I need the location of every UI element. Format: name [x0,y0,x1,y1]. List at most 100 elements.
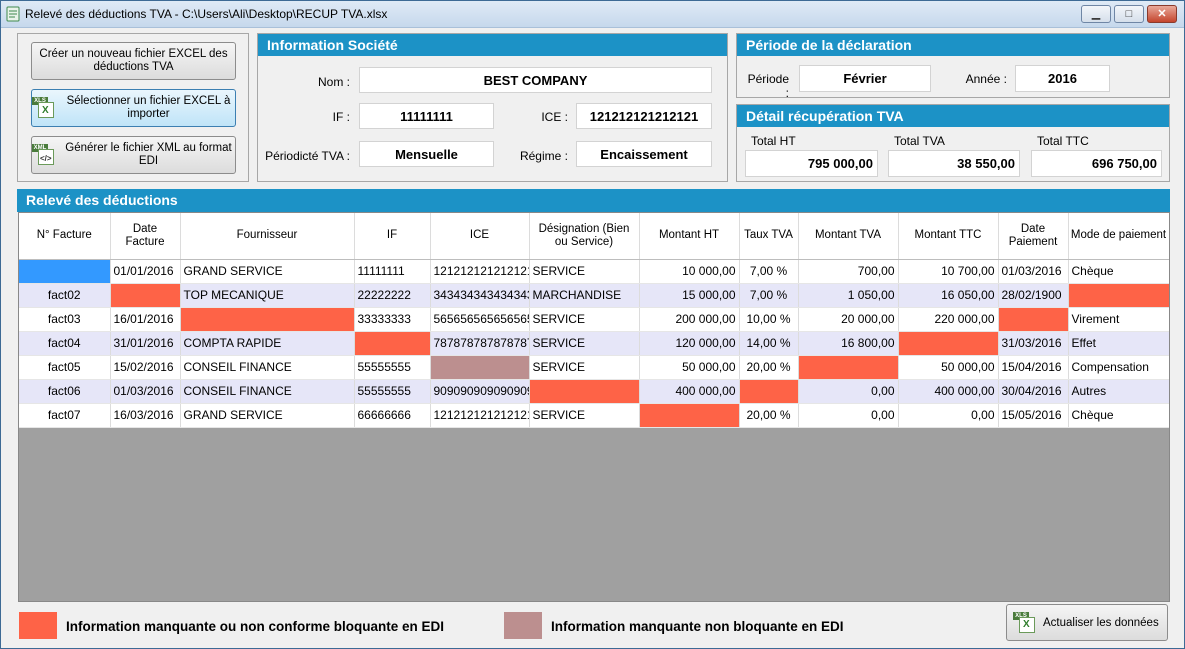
column-header[interactable]: Montant TVA [798,213,899,260]
table-cell[interactable]: 20,00 % [739,355,799,380]
table-cell[interactable]: 565656565656565 [430,307,530,332]
table-cell[interactable] [430,355,530,380]
table-cell[interactable]: fact02 [19,283,111,308]
minimize-button[interactable]: ▁ [1081,5,1111,23]
table-cell[interactable]: 15/02/2016 [110,355,181,380]
table-cell[interactable]: 7,00 % [739,283,799,308]
table-cell[interactable]: GRAND SERVICE [180,259,355,284]
table-cell[interactable] [739,379,799,404]
table-cell[interactable]: 20 000,00 [798,307,899,332]
table-cell[interactable]: 20,00 % [739,403,799,428]
table-cell[interactable]: Effet [1068,331,1169,356]
table-cell[interactable] [998,307,1069,332]
table-cell[interactable]: 787878787878787 [430,331,530,356]
table-cell[interactable]: 121212121212121 [430,259,530,284]
column-header[interactable]: ICE [430,213,530,260]
table-cell[interactable]: SERVICE [529,403,640,428]
table-cell[interactable]: 50 000,00 [639,355,740,380]
regime-field[interactable]: Encaissement [576,141,712,167]
table-cell[interactable]: MARCHANDISE [529,283,640,308]
table-cell[interactable]: fact06 [19,379,111,404]
table-cell[interactable]: SERVICE [529,355,640,380]
annee-field[interactable]: 2016 [1015,65,1110,92]
table-cell[interactable] [639,403,740,428]
periodicite-field[interactable]: Mensuelle [359,141,494,167]
table-cell[interactable]: 30/04/2016 [998,379,1069,404]
table-cell[interactable]: 16 800,00 [798,331,899,356]
table-cell[interactable]: 28/02/1900 [998,283,1069,308]
table-cell[interactable]: 121212121212121 [430,403,530,428]
table-cell[interactable]: 55555555 [354,355,431,380]
table-cell[interactable]: 31/01/2016 [110,331,181,356]
table-cell[interactable]: 0,00 [798,379,899,404]
table-cell[interactable]: 14,00 % [739,331,799,356]
total-tva-field[interactable]: 38 550,00 [888,150,1020,177]
table-cell[interactable]: 01/03/2016 [998,259,1069,284]
table-row[interactable]: 01/01/2016 GRAND SERVICE 11111111 121212121… [19,259,1169,284]
table-cell[interactable]: COMPTA RAPIDE [180,331,355,356]
table-cell[interactable]: 11111111 [354,259,431,284]
table-cell[interactable]: 343434343434343 [430,283,530,308]
table-cell[interactable]: 10 700,00 [898,259,999,284]
table-cell[interactable]: 22222222 [354,283,431,308]
table-cell[interactable]: 16/01/2016 [110,307,181,332]
table-cell[interactable]: fact04 [19,331,111,356]
total-ttc-field[interactable]: 696 750,00 [1031,150,1162,177]
table-cell[interactable]: 700,00 [798,259,899,284]
table-cell[interactable]: 200 000,00 [639,307,740,332]
table-cell[interactable] [110,283,181,308]
table-cell[interactable]: 55555555 [354,379,431,404]
table-cell[interactable]: 10,00 % [739,307,799,332]
column-header[interactable]: IF [354,213,431,260]
table-cell[interactable]: 0,00 [798,403,899,428]
table-cell[interactable] [19,259,111,284]
table-cell[interactable]: 15/04/2016 [998,355,1069,380]
table-cell[interactable] [354,331,431,356]
ice-field[interactable]: 121212121212121 [576,103,712,129]
table-row[interactable]: fact07 16/03/2016 GRAND SERVICE 66666666 121… [19,403,1169,428]
maximize-button[interactable]: □ [1114,5,1144,23]
table-cell[interactable]: Compensation [1068,355,1169,380]
nom-field[interactable]: BEST COMPANY [359,67,712,93]
table-row[interactable]: fact02 TOP MECANIQUE 22222222 3434343434343… [19,283,1169,308]
table-cell[interactable]: TOP MECANIQUE [180,283,355,308]
deductions-grid[interactable]: N° Facture Date Facture Fournisseur IF ICE Dé… [18,212,1170,602]
table-cell[interactable]: fact07 [19,403,111,428]
create-excel-button[interactable]: Créer un nouveau fichier EXCEL des déduc… [31,42,236,80]
table-cell[interactable]: 01/03/2016 [110,379,181,404]
total-ht-field[interactable]: 795 000,00 [745,150,878,177]
table-cell[interactable]: SERVICE [529,307,640,332]
select-excel-button[interactable]: XLS Sélectionner un fichier EXCEL à impo… [31,89,236,127]
table-cell[interactable]: fact03 [19,307,111,332]
column-header[interactable]: Désignation (Bien ou Service) [529,213,640,260]
table-cell[interactable]: fact05 [19,355,111,380]
table-cell[interactable]: Chèque [1068,259,1169,284]
column-header[interactable]: Fournisseur [180,213,355,260]
table-cell[interactable]: Autres [1068,379,1169,404]
table-cell[interactable]: 909090909090909 [430,379,530,404]
periode-field[interactable]: Février [799,65,931,92]
table-cell[interactable]: 400 000,00 [639,379,740,404]
table-cell[interactable] [798,355,899,380]
table-cell[interactable]: CONSEIL FINANCE [180,355,355,380]
table-cell[interactable]: 50 000,00 [898,355,999,380]
generate-xml-button[interactable]: XML Générer le fichier XML au format EDI [31,136,236,174]
table-cell[interactable] [529,379,640,404]
table-cell[interactable]: 16 050,00 [898,283,999,308]
table-cell[interactable]: Chèque [1068,403,1169,428]
column-header[interactable]: Montant HT [639,213,740,260]
table-row[interactable]: fact03 16/01/2016 33333333 565656565656565 S… [19,307,1169,332]
table-cell[interactable]: SERVICE [529,331,640,356]
table-cell[interactable]: 66666666 [354,403,431,428]
table-cell[interactable]: 120 000,00 [639,331,740,356]
table-row[interactable]: fact04 31/01/2016 COMPTA RAPIDE 78787878787… [19,331,1169,356]
column-header[interactable]: Date Facture [110,213,181,260]
table-cell[interactable]: Virement [1068,307,1169,332]
table-cell[interactable]: CONSEIL FINANCE [180,379,355,404]
table-cell[interactable]: SERVICE [529,259,640,284]
table-cell[interactable]: 10 000,00 [639,259,740,284]
column-header[interactable]: N° Facture [19,213,111,260]
title-bar[interactable]: Relevé des déductions TVA - C:\Users\Ali… [1,1,1184,28]
table-cell[interactable]: 31/03/2016 [998,331,1069,356]
table-row[interactable]: fact06 01/03/2016 CONSEIL FINANCE 55555555 9… [19,379,1169,404]
